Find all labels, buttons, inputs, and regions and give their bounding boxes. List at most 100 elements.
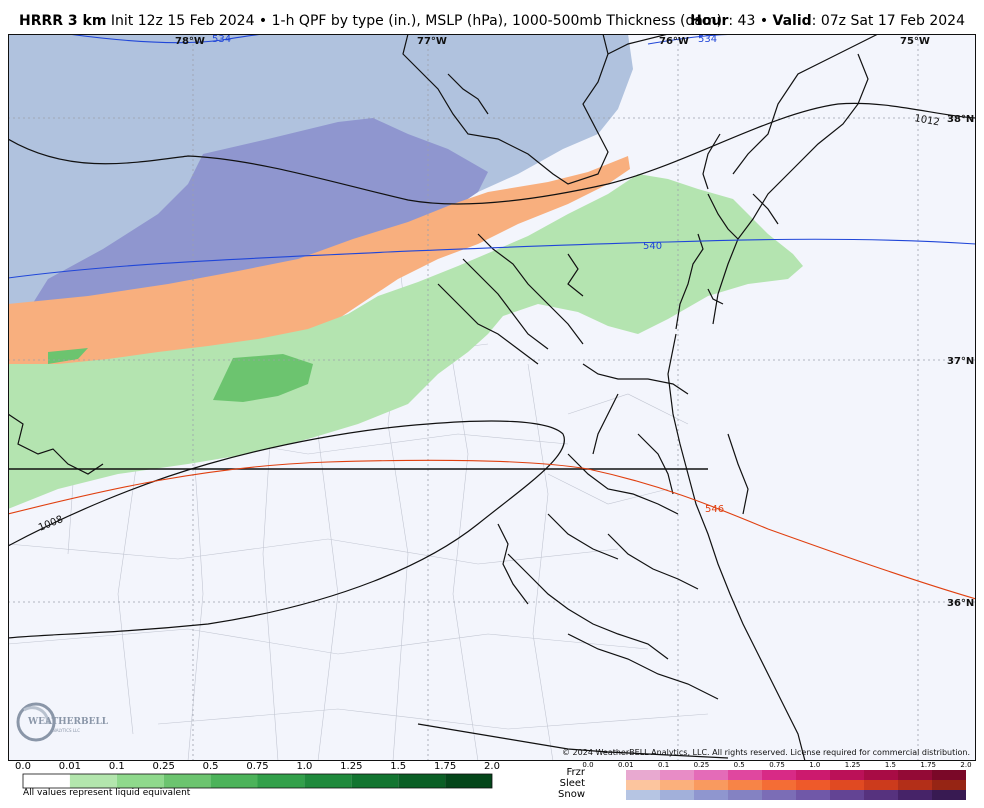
lat-label: 36°N	[947, 598, 974, 609]
copyright-notice: © 2024 WeatherBELL Analytics, LLC. All r…	[562, 748, 970, 757]
rain-region-light	[8, 174, 803, 509]
sleet-label: Sleet	[559, 778, 585, 789]
sleet-region	[8, 156, 630, 376]
qpf-tick-label: 1.0	[296, 761, 313, 772]
thickness-label: 534	[212, 34, 231, 45]
qpf-tick-label: 0.25	[152, 761, 175, 772]
title-left: HRRR 3 km Init 12z 15 Feb 2024 • 1-h QPF…	[19, 13, 722, 29]
qpf-tick-label: 0.5	[202, 761, 219, 772]
logo-text: WEATHERBELL	[27, 717, 109, 727]
frzr-color-swatch	[694, 770, 728, 780]
sleet-color-swatch	[626, 780, 660, 790]
qpf-color-swatch	[23, 774, 70, 788]
qpf-tick-label: 0.1	[108, 761, 125, 772]
snow-color-swatch	[728, 790, 762, 800]
qpf-color-swatch	[398, 774, 446, 788]
frzr-color-swatch	[626, 770, 660, 780]
thickness-label: 546	[705, 504, 724, 515]
ptype-tick-label: 1.75	[920, 761, 936, 769]
frzr-color-swatch	[660, 770, 694, 780]
ptype-tick-label: 1.0	[809, 761, 821, 769]
title-right: Hour: 43 • Valid: 07z Sat 17 Feb 2024	[690, 13, 965, 29]
product-description: Init 12z 15 Feb 2024 • 1-h QPF by type (…	[110, 13, 723, 29]
sleet-color-swatch	[864, 780, 898, 790]
sleet-color-swatch	[660, 780, 694, 790]
thickness-label: 540	[643, 241, 662, 252]
lon-label: 76°W	[659, 36, 689, 47]
qpf-colorbar	[22, 773, 493, 789]
lon-label: 75°W	[900, 36, 930, 47]
qpf-tick-label: 1.75	[433, 761, 457, 772]
coastline	[8, 34, 879, 761]
qpf-color-swatch	[116, 774, 164, 788]
lat-label: 38°N	[947, 114, 974, 125]
isobars	[8, 102, 976, 639]
qpf-tick-label: 0.01	[58, 761, 82, 772]
frzr-label: Frzr	[566, 767, 586, 778]
sleet-color-swatch	[694, 780, 728, 790]
map-header: HRRR 3 km Init 12z 15 Feb 2024 • 1-h QPF…	[0, 0, 984, 34]
qpf-color-swatch	[351, 774, 399, 788]
thickness-label: 534	[698, 34, 717, 45]
qpf-tick-label: 1.5	[390, 761, 407, 772]
ptype-colorbars	[626, 770, 966, 800]
sleet-color-swatch	[728, 780, 762, 790]
snow-color-swatch	[932, 790, 966, 800]
snow-color-swatch	[796, 790, 830, 800]
legend: 0.0 0.01 0.1 0.25 0.5 0.75 1.0 1.25 1.5 1.75 2.0 A…	[0, 761, 984, 808]
ptype-tick-label: 0.5	[733, 761, 745, 769]
qpf-color-swatch	[69, 774, 117, 788]
snow-color-swatch	[694, 790, 728, 800]
frzr-color-swatch	[762, 770, 796, 780]
ptype-tick-label: 0.0	[582, 761, 594, 769]
snow-color-swatch	[830, 790, 864, 800]
ptype-tick-label: 0.01	[618, 761, 634, 769]
isobar-label: 1012	[913, 113, 940, 128]
precip-fields	[8, 34, 803, 509]
snow-color-swatch	[626, 790, 660, 800]
frzr-color-swatch	[796, 770, 830, 780]
snow-label: Snow	[558, 789, 585, 800]
ptype-tick-label: 0.75	[769, 761, 785, 769]
snow-color-swatch	[762, 790, 796, 800]
qpf-color-swatch	[445, 774, 492, 788]
sleet-color-swatch	[762, 780, 796, 790]
frzr-color-swatch	[898, 770, 932, 780]
rain-region-mid-2	[213, 354, 313, 402]
snow-region-heavy	[18, 118, 488, 327]
snow-color-swatch	[898, 790, 932, 800]
sleet-color-swatch	[830, 780, 864, 790]
model-name: HRRR 3 km	[19, 13, 107, 29]
valid-value: : 07z Sat 17 Feb 2024	[811, 13, 965, 29]
valid-label: Valid	[772, 13, 812, 29]
frzr-color-swatch	[864, 770, 898, 780]
frzr-color-swatch	[830, 770, 864, 780]
lat-labels: 38°N 37°N 36°N	[947, 114, 974, 609]
frzr-color-swatch	[728, 770, 762, 780]
qpf-color-swatch	[304, 774, 352, 788]
lon-label: 78°W	[175, 36, 205, 47]
lat-label: 37°N	[947, 356, 974, 367]
qpf-color-swatch	[210, 774, 258, 788]
qpf-color-swatch	[257, 774, 305, 788]
hour-value: : 43 •	[728, 13, 773, 29]
weather-map: 1012 1008 534 534 540 546 78°W 77°W 76°W…	[8, 34, 976, 761]
lon-labels: 78°W 77°W 76°W 75°W	[175, 36, 930, 47]
qpf-color-swatch	[163, 774, 211, 788]
qpf-tick-label: 1.25	[340, 761, 363, 772]
logo-subtext: ANALYTICS LLC	[50, 728, 80, 733]
weatherbell-logo: WEATHERBELL ANALYTICS LLC	[16, 702, 109, 742]
sleet-color-swatch	[796, 780, 830, 790]
lon-label: 77°W	[417, 36, 447, 47]
qpf-tick-label: 2.0	[484, 761, 500, 772]
qpf-tick-label: 0.75	[246, 761, 269, 772]
sleet-color-swatch	[898, 780, 932, 790]
ptype-tick-label: 0.25	[693, 761, 710, 769]
liquid-equivalent-note: All values represent liquid equivalent	[23, 788, 191, 798]
frzr-color-swatch	[932, 770, 966, 780]
sleet-color-swatch	[932, 780, 966, 790]
ptype-tick-label: 2.0	[960, 761, 972, 769]
thickness-labels: 534 534 540 546	[212, 34, 724, 515]
snow-color-swatch	[864, 790, 898, 800]
qpf-colorbar-border	[22, 773, 493, 789]
